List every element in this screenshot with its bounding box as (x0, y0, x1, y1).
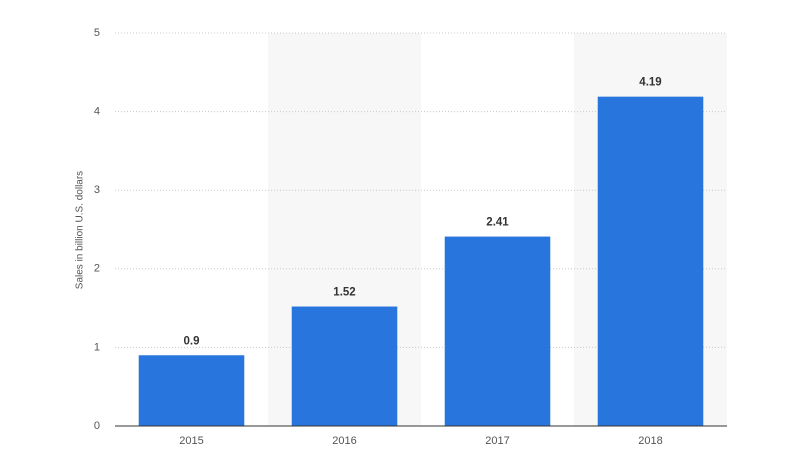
bar (291, 306, 398, 426)
data-label: 1.52 (333, 287, 355, 299)
y-tick-label: 0 (94, 420, 100, 432)
y-tick-label: 1 (94, 341, 100, 353)
x-tick-label: 2018 (638, 435, 662, 447)
bar (138, 355, 245, 426)
bar (444, 236, 551, 426)
y-tick-label: 4 (94, 106, 100, 118)
data-label: 4.19 (639, 77, 661, 89)
bar (597, 96, 704, 426)
data-label: 2.41 (486, 217, 509, 229)
y-axis-label: Sales in billion U.S. dollars (75, 171, 86, 289)
data-label: 0.9 (184, 335, 200, 347)
x-tick-label: 2017 (485, 435, 509, 447)
x-tick-label: 2016 (332, 435, 356, 447)
x-tick-label: 2015 (179, 435, 203, 447)
y-tick-label: 3 (94, 184, 100, 196)
y-tick-label: 2 (94, 263, 100, 275)
y-tick-label: 5 (94, 27, 100, 39)
